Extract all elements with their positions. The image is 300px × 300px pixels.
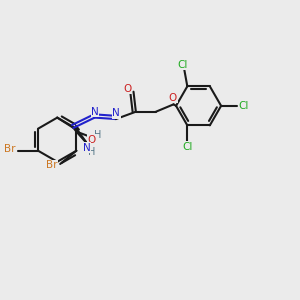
Text: N: N xyxy=(112,108,120,118)
Text: Cl: Cl xyxy=(238,101,249,111)
Text: H: H xyxy=(94,130,102,140)
Text: Cl: Cl xyxy=(182,142,193,152)
Text: O: O xyxy=(123,84,131,94)
Text: Br: Br xyxy=(4,144,15,154)
Text: O: O xyxy=(88,135,96,145)
Text: O: O xyxy=(169,93,177,103)
Text: H: H xyxy=(88,147,95,157)
Text: N: N xyxy=(83,143,91,153)
Text: Br: Br xyxy=(46,160,58,170)
Text: N: N xyxy=(91,107,99,117)
Text: Cl: Cl xyxy=(178,60,188,70)
